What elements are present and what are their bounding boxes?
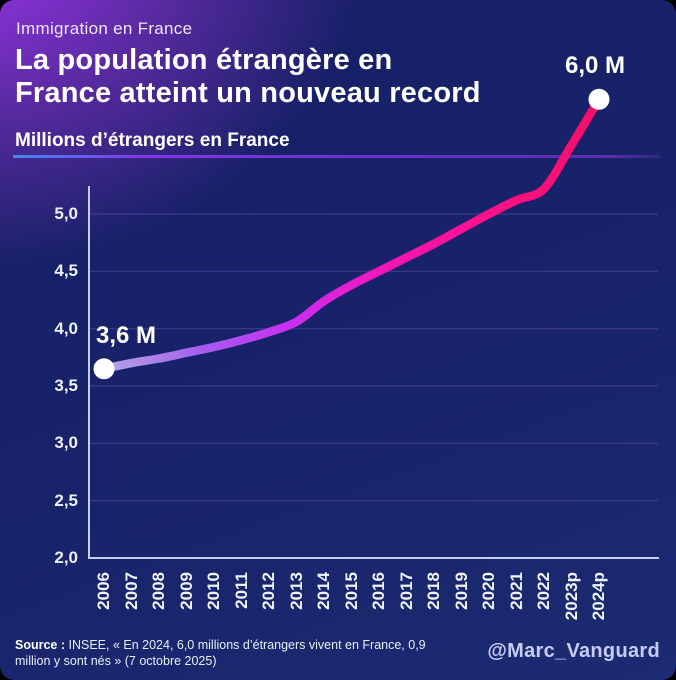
x-tick-label: 2012: [259, 572, 278, 610]
x-tick-label: 2021: [506, 572, 526, 610]
y-tick-label: 4,5: [54, 261, 78, 281]
x-tick-label: 2017: [396, 572, 416, 610]
marker-dot: [93, 358, 115, 380]
y-tick-label: 3,5: [54, 375, 78, 395]
y-tick-label: 2,5: [54, 490, 78, 510]
x-tick-label: 2024p: [589, 572, 608, 621]
point-label: 3,6 M: [96, 321, 157, 349]
x-tick-label: 2014: [314, 572, 333, 610]
title-line-1: La population étrangère en: [15, 44, 393, 76]
page-title: La population étrangère en France attein…: [15, 44, 580, 110]
x-tick-label: 2013: [286, 572, 306, 610]
source-label: Source :: [15, 638, 66, 652]
x-tick-label: 2018: [424, 572, 443, 610]
kicker: Immigration en France: [16, 19, 193, 38]
author-handle[interactable]: @Marc_Vanguard: [487, 640, 660, 662]
y-tick-label: 3,0: [54, 433, 78, 453]
x-tick-label: 2010: [204, 572, 223, 610]
x-tick-label: 2016: [369, 572, 388, 610]
source-text: INSEE, « En 2024, 6,0 millions d’étrange…: [15, 638, 426, 668]
x-tick-label: 2007: [121, 572, 141, 610]
x-tick-label: 2009: [176, 572, 196, 610]
x-tick-label: 2015: [341, 572, 361, 610]
x-tick-label: 2022: [534, 572, 553, 610]
x-tick-label: 2023p: [561, 572, 581, 621]
y-tick-label: 4,0: [54, 318, 78, 338]
axes: [88, 186, 659, 559]
chart-subtitle: Millions d’étrangers en France: [15, 130, 290, 151]
y-tick-label: 5,0: [54, 203, 78, 223]
x-tick-label: 2020: [479, 572, 498, 610]
source-note: Source : INSEE, « En 2024, 6,0 millions …: [15, 638, 460, 669]
marker-dot: [588, 88, 610, 110]
x-tick-label: 2006: [94, 572, 113, 610]
x-tick-label: 2011: [231, 572, 251, 609]
y-tick-label: 2,0: [54, 548, 78, 567]
x-tick-label: 2008: [149, 572, 168, 610]
title-line-2: France atteint un nouveau record: [15, 77, 481, 110]
subtitle-underline: [13, 155, 660, 158]
gridlines: [90, 213, 658, 502]
x-tick-label: 2019: [451, 572, 471, 610]
point-label: 6,0 M: [565, 52, 626, 80]
